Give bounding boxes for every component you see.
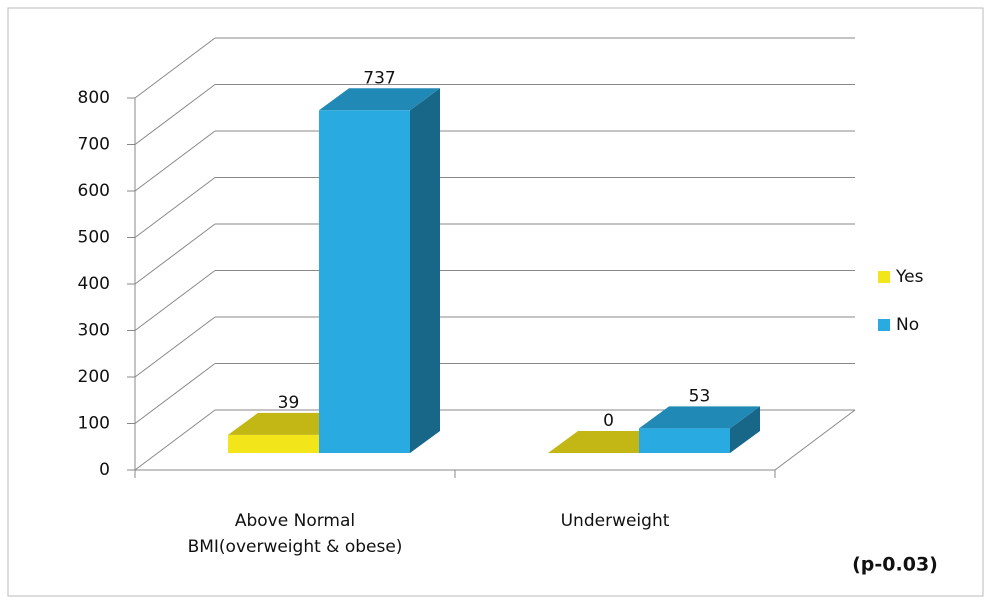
grid-line-side — [134, 223, 216, 285]
y-tick-label: 700 — [78, 135, 110, 155]
y-tick-label: 0 — [99, 460, 110, 480]
y-tick-label: 600 — [78, 181, 110, 201]
value-label: 39 — [278, 393, 300, 413]
y-tick-label: 500 — [78, 228, 110, 248]
bar-top — [639, 406, 760, 429]
bar-front — [639, 428, 730, 453]
grid-line-side — [134, 316, 216, 378]
chart-frame — [7, 7, 984, 597]
value-label: 0 — [603, 411, 614, 431]
grid-line-side — [134, 84, 216, 145]
grid-line-side — [134, 177, 216, 238]
grid-line-side — [134, 130, 216, 192]
grid-line-side — [134, 270, 216, 331]
legend-label: No — [896, 315, 919, 335]
grid-line-side — [134, 409, 216, 471]
y-tick-label: 800 — [78, 88, 110, 108]
bar-top — [228, 412, 349, 435]
grid-line-side — [134, 363, 216, 424]
value-label: 53 — [689, 386, 711, 406]
x-tick-label: Underweight — [560, 511, 670, 531]
grid-line-side — [134, 37, 216, 99]
bar-top — [548, 431, 669, 453]
y-tick-label: 200 — [78, 367, 110, 387]
bar-front — [319, 110, 410, 454]
y-tick-label: 300 — [78, 321, 110, 341]
x-tick-label: Above Normal BMI(overweight & obese) — [187, 511, 403, 557]
legend-swatch — [878, 271, 890, 283]
floor-right-edge — [774, 409, 856, 471]
bar-side — [410, 88, 440, 454]
value-label: 737 — [363, 68, 395, 88]
bar-top — [319, 88, 440, 111]
annotation: (p-0.03) — [852, 554, 938, 576]
y-tick-label: 100 — [78, 414, 110, 434]
bar-side — [730, 406, 760, 453]
legend-label: Yes — [895, 267, 924, 287]
bar-front — [228, 434, 319, 453]
legend-swatch — [878, 319, 890, 331]
y-tick-label: 400 — [78, 274, 110, 294]
